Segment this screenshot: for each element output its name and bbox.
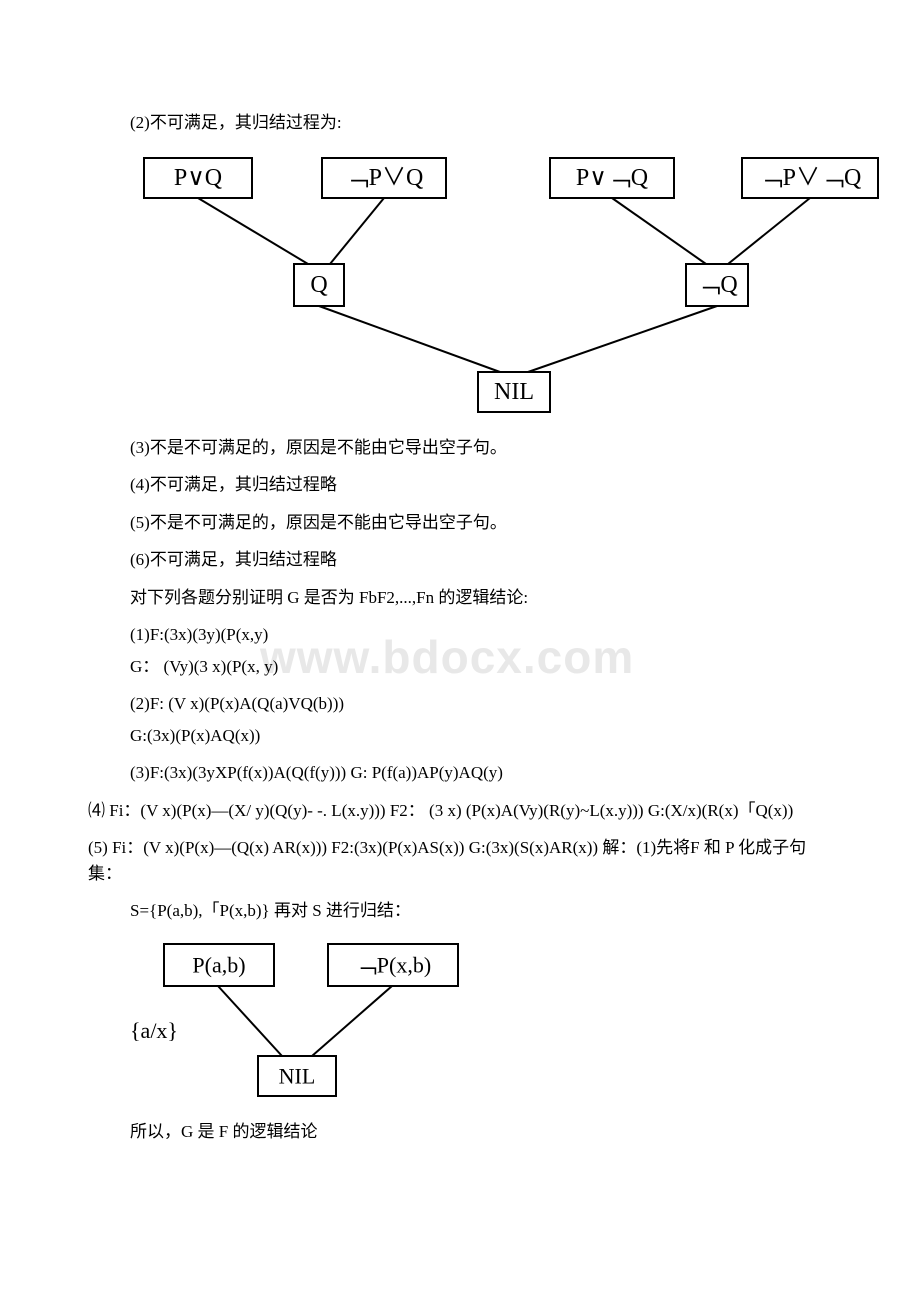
q4: ⑷ Fi：(V x)(P(x)—(X/ y)(Q(y)- -. L(x.y)))…	[88, 798, 830, 824]
para-6: (6)不可满足，其归结过程略	[130, 547, 830, 573]
q2-g: G:(3x)(P(x)AQ(x))	[130, 723, 830, 749]
q5: (5) Fi：(V x)(P(x)—(Q(x) AR(x))) F2:(3x)(…	[88, 835, 830, 886]
page-content: (2)不可满足，其归结过程为: P∨Q ﹁P∨Q P∨﹁Q ﹁P∨﹁Q Q ﹁Q NIL (…	[0, 0, 920, 1216]
questions-intro: 对下列各题分别证明 G 是否为 FbF2,...,Fn 的逻辑结论:	[130, 585, 830, 611]
svg-text:P(a,b): P(a,b)	[192, 952, 245, 977]
q1-g: G： (Vy)(3 x)(P(x, y)	[130, 654, 830, 680]
resolution-diagram-2: P(a,b) ﹁P(x,b) NIL {a/x}	[130, 936, 830, 1109]
q3: (3)F:(3x)(3yXP(f(x))A(Q(f(y))) G: P(f(a)…	[130, 760, 830, 786]
svg-text:Q: Q	[310, 272, 327, 298]
svg-text:﹁P∨Q: ﹁P∨Q	[345, 165, 424, 191]
svg-text:﹁Q: ﹁Q	[696, 272, 737, 298]
svg-text:P∨Q: P∨Q	[174, 165, 222, 191]
para-4: (4)不可满足，其归结过程略	[130, 472, 830, 498]
q2-f: (2)F: (V x)(P(x)A(Q(a)VQ(b)))	[130, 691, 830, 717]
clause-set: S={P(a,b),「P(x,b)} 再对 S 进行归结：	[130, 898, 830, 924]
svg-text:﹁P∨﹁Q: ﹁P∨﹁Q	[759, 165, 862, 191]
para-3: (3)不是不可满足的，原因是不能由它导出空子句。	[130, 435, 830, 461]
svg-text:{a/x}: {a/x}	[130, 1018, 178, 1043]
q1-f: (1)F:(3x)(3y)(P(x,y)	[130, 622, 830, 648]
svg-text:﹁P(x,b): ﹁P(x,b)	[355, 952, 431, 977]
svg-text:NIL: NIL	[279, 1063, 316, 1088]
resolution-diagram-1: P∨Q﹁P∨QP∨﹁Q﹁P∨﹁QQ﹁QNIL	[130, 148, 830, 425]
conclusion: 所以，G 是 F 的逻辑结论	[130, 1119, 830, 1145]
para-5: (5)不是不可满足的，原因是不能由它导出空子句。	[130, 510, 830, 536]
para-2: (2)不可满足，其归结过程为:	[130, 110, 830, 136]
svg-text:NIL: NIL	[494, 379, 534, 405]
svg-text:P∨﹁Q: P∨﹁Q	[576, 165, 648, 191]
